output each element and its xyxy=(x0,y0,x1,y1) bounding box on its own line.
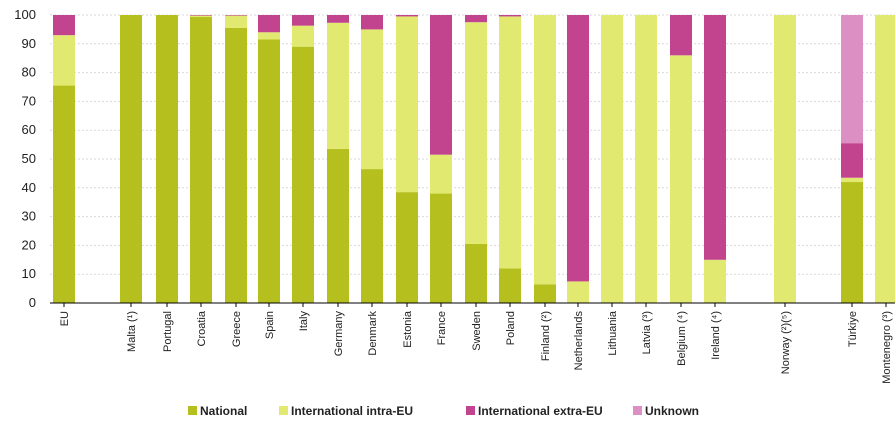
y-tick-label: 20 xyxy=(22,237,36,252)
x-tick-label: Portugal xyxy=(162,311,174,352)
bar-segment xyxy=(225,27,247,304)
x-tick-label: Germany xyxy=(333,311,345,357)
bar-segment xyxy=(361,29,383,170)
legend-swatch xyxy=(466,406,475,415)
legend-swatch xyxy=(188,406,197,415)
bar-segment xyxy=(430,15,452,155)
bar-segment xyxy=(327,22,349,149)
x-axis-tick-marks xyxy=(63,303,887,307)
x-tick-label: Greece xyxy=(231,311,243,347)
legend: National International intra-EU Internatio… xyxy=(188,404,699,418)
bar-segment xyxy=(190,17,212,304)
x-tick-label: Malta (¹) xyxy=(126,311,138,352)
bar-segment xyxy=(258,39,280,303)
x-tick-label: Netherlands xyxy=(573,311,585,371)
bar-segment xyxy=(499,268,521,303)
x-tick-label: Finland (²) xyxy=(540,311,552,361)
x-tick-label: Spain xyxy=(264,311,276,339)
legend-label: International extra-EU xyxy=(478,404,603,418)
legend-swatch xyxy=(279,406,288,415)
bar-segment xyxy=(465,15,487,23)
bar-segment xyxy=(258,32,280,40)
bar-segment xyxy=(396,15,418,17)
bar-segment xyxy=(567,15,589,282)
y-axis-ticks: 0 10 20 30 40 50 60 70 80 90 100 xyxy=(14,7,36,310)
x-tick-label: Croatia xyxy=(196,310,208,346)
bar-segment xyxy=(465,243,487,303)
bar-segment xyxy=(465,22,487,244)
x-tick-label: Italy xyxy=(298,311,310,332)
bar-segment xyxy=(534,15,556,285)
y-tick-label: 90 xyxy=(22,36,36,51)
x-tick-label: Norway (²)(⁵) xyxy=(780,311,792,374)
bar-segment xyxy=(670,15,692,56)
bar-segment xyxy=(120,15,142,303)
y-tick-label: 100 xyxy=(14,7,36,22)
bar-segment xyxy=(327,148,349,303)
bar-segment xyxy=(292,25,314,47)
bar-segment xyxy=(875,15,895,303)
bar-segment xyxy=(225,15,247,16)
bar-segment xyxy=(499,16,521,269)
bar-segment xyxy=(396,16,418,193)
bar-segment xyxy=(841,182,863,303)
bar-segment xyxy=(53,35,75,86)
bar-segment xyxy=(190,15,212,16)
bar-segment xyxy=(534,284,556,303)
bar-segment xyxy=(225,15,247,28)
bar-segment xyxy=(292,15,314,26)
y-tick-label: 30 xyxy=(22,209,36,224)
legend-label: National xyxy=(200,404,247,418)
y-tick-label: 10 xyxy=(22,266,36,281)
bar-segment xyxy=(499,15,521,17)
bar-segment xyxy=(327,15,349,23)
bar-segment xyxy=(601,15,623,303)
legend-label: International intra-EU xyxy=(291,404,413,418)
bar-segment xyxy=(292,46,314,304)
y-tick-label: 50 xyxy=(22,151,36,166)
bar-segment xyxy=(156,15,178,303)
x-tick-label: Belgium (⁴) xyxy=(676,311,688,366)
bar-segment xyxy=(430,154,452,194)
bar-segment xyxy=(841,15,863,144)
y-tick-label: 80 xyxy=(22,65,36,80)
x-tick-label: Poland xyxy=(505,311,517,345)
x-tick-label: Ireland (⁴) xyxy=(710,311,722,360)
bar-segment xyxy=(670,55,692,303)
bar-segment xyxy=(774,15,796,303)
x-tick-label: Türkiye xyxy=(847,311,859,347)
x-axis-labels: EU Malta (¹) Portugal Croatia Greece Spain Ita… xyxy=(59,310,893,384)
bars xyxy=(53,15,895,304)
bar-segment xyxy=(53,15,75,36)
bar-segment xyxy=(567,281,589,303)
x-tick-label: Lithuania xyxy=(607,310,619,356)
x-tick-label: Sweden xyxy=(471,311,483,351)
y-tick-label: 0 xyxy=(29,295,36,310)
y-tick-label: 60 xyxy=(22,122,36,137)
bar-segment xyxy=(396,192,418,303)
y-tick-label: 70 xyxy=(22,93,36,108)
bar-segment xyxy=(361,15,383,30)
x-tick-label: EU xyxy=(59,311,71,326)
y-tick-label: 40 xyxy=(22,180,36,195)
bar-segment xyxy=(258,15,280,33)
x-tick-label: Estonia xyxy=(402,310,414,348)
x-tick-label: Montenegro (³) xyxy=(881,311,893,384)
bar-segment xyxy=(361,169,383,303)
bar-segment xyxy=(841,177,863,183)
x-tick-label: Denmark xyxy=(367,311,379,356)
bar-segment xyxy=(635,15,657,303)
legend-swatch xyxy=(633,406,642,415)
bar-segment xyxy=(704,259,726,303)
x-tick-label: Latvia (³) xyxy=(641,311,653,354)
bar-segment xyxy=(704,15,726,260)
bar-segment xyxy=(190,15,212,18)
x-tick-label: France xyxy=(436,311,448,345)
bar-segment xyxy=(430,193,452,303)
legend-label: Unknown xyxy=(645,404,699,418)
bar-segment xyxy=(841,143,863,178)
bar-segment xyxy=(53,85,75,303)
